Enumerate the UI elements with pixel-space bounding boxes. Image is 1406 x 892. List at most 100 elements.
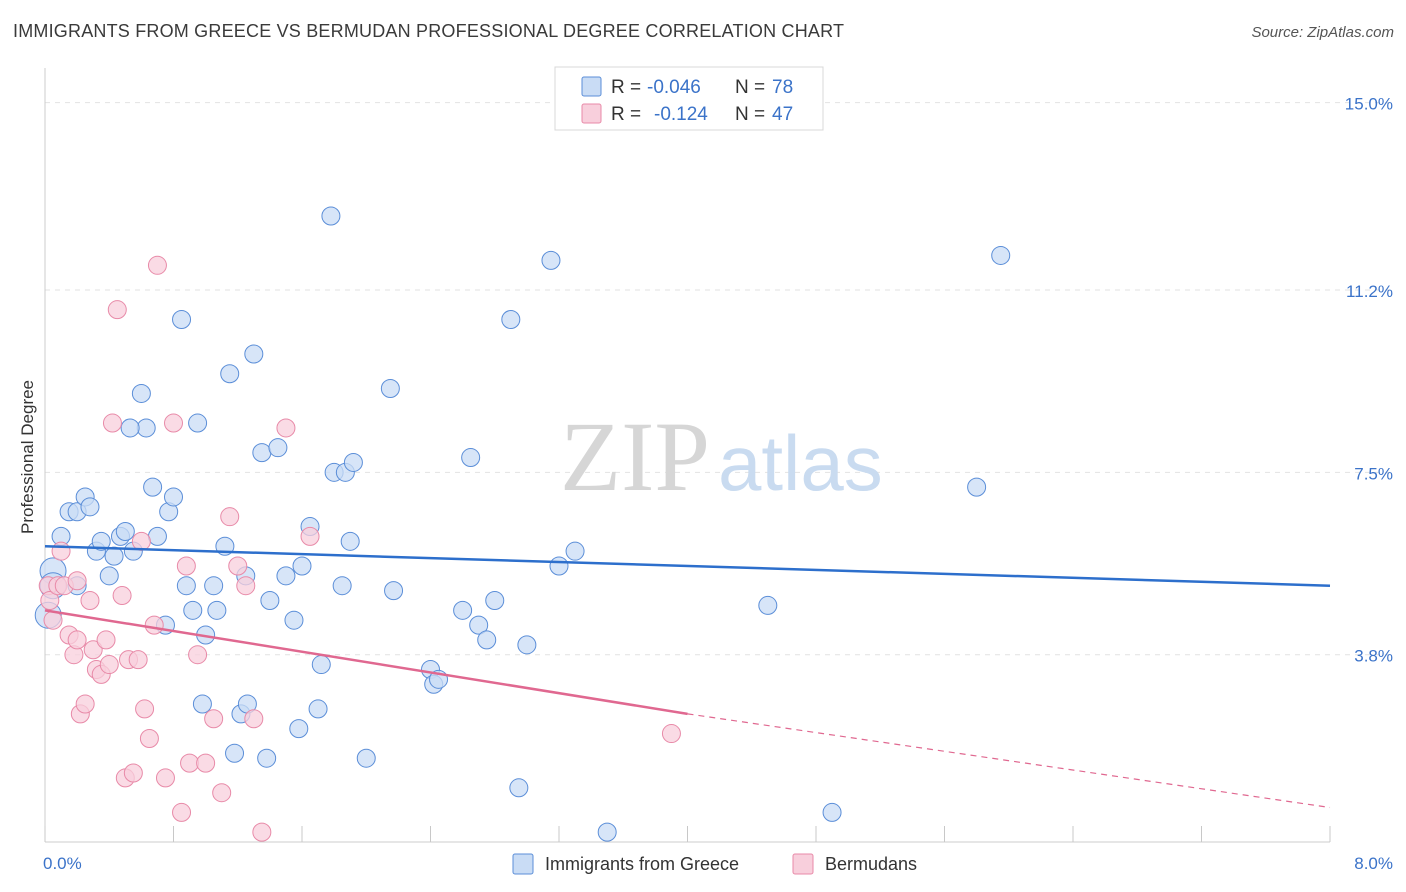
bermudan-point	[99, 655, 119, 675]
stats-n-value-1: 78	[772, 77, 793, 98]
greece-point	[822, 802, 842, 822]
bermudan-point	[164, 413, 183, 433]
legend-label-bermudans: Bermudans	[825, 854, 917, 874]
greece-point	[260, 590, 280, 610]
greece-point	[509, 778, 529, 798]
bermudan-point	[196, 753, 216, 773]
bermudan-point	[220, 507, 240, 527]
bermudan-point	[147, 255, 167, 275]
bermudan-point	[123, 763, 143, 783]
greece-point	[332, 576, 352, 596]
bermudan-point	[144, 615, 164, 635]
stats-n-label-2: N =	[735, 104, 765, 125]
legend-swatch-bermudans	[792, 853, 814, 875]
bermudan-point	[228, 556, 248, 576]
watermark-atlas: atlas	[718, 419, 883, 507]
greece-point	[549, 556, 569, 576]
series-legend: Immigrants from Greece Bermudans	[512, 853, 917, 875]
bermudan-point	[276, 418, 296, 438]
stats-legend: R = -0.046 N = 78 R = -0.124 N = 47	[554, 66, 824, 131]
greece-point	[188, 413, 208, 433]
legend-label-greece: Immigrants from Greece	[545, 854, 739, 874]
bermudan-point	[131, 531, 151, 551]
bermudan-point	[204, 709, 224, 729]
y-tick-label: 11.2%	[1346, 282, 1393, 301]
greece-point	[565, 541, 585, 561]
greece-point	[517, 635, 537, 655]
greece-point	[183, 600, 203, 620]
y-tick-label: 3.8%	[1354, 647, 1393, 666]
greece-point	[292, 556, 312, 576]
greece-trend-line	[44, 545, 1331, 587]
bermudan-point	[180, 753, 200, 773]
greece-point	[356, 748, 376, 768]
watermark-zip: ZIP	[560, 401, 710, 512]
greece-point	[257, 748, 277, 768]
legend-swatch-greece	[512, 853, 534, 875]
chart-title: IMMIGRANTS FROM GREECE VS BERMUDAN PROFE…	[13, 21, 845, 41]
bermudan-point	[67, 630, 87, 650]
stats-r-value-1: -0.046	[647, 77, 701, 98]
greece-point	[220, 364, 240, 384]
bermudan-point	[102, 413, 122, 433]
greece-point	[172, 310, 192, 330]
greece-point	[501, 310, 521, 330]
x-tick-labels: 0.0% 8.0%	[43, 854, 1393, 873]
bermudan-point	[300, 526, 320, 546]
greece-point	[115, 521, 135, 541]
bermudan-point	[244, 709, 264, 729]
greece-point	[252, 443, 272, 463]
greece-point	[192, 694, 212, 714]
x-tick-label-max: 8.0%	[1354, 854, 1393, 873]
bermudan-point	[128, 650, 148, 670]
stats-n-label-1: N =	[735, 77, 765, 98]
greece-point	[80, 497, 100, 517]
stats-swatch-blue	[581, 76, 602, 97]
greece-point	[453, 600, 473, 620]
y-tick-labels: 3.8% 7.5% 11.2% 15.0%	[1345, 95, 1393, 666]
bermudan-point	[176, 556, 196, 576]
bermudan-point	[252, 822, 272, 842]
bermudan-point	[212, 783, 232, 803]
greece-point	[541, 250, 561, 270]
greece-point	[284, 610, 304, 630]
greece-point	[136, 418, 156, 438]
bermudan-trend-line	[44, 609, 688, 716]
greece-point	[289, 719, 309, 739]
bermudan-point	[188, 645, 208, 665]
greece-point	[225, 743, 245, 763]
bermudan-point	[75, 694, 95, 714]
bermudan-point	[236, 576, 256, 596]
y-axis-label: Professional Degree	[18, 380, 37, 534]
greece-point	[207, 600, 227, 620]
stats-swatch-pink	[581, 103, 602, 124]
greece-point	[758, 595, 778, 615]
greece-point	[308, 699, 328, 719]
stats-r-label-2: R =	[611, 104, 641, 125]
bermudan-point	[155, 768, 175, 788]
data-points	[34, 206, 1011, 842]
bermudan-point	[107, 300, 127, 320]
bermudan-point	[661, 724, 681, 744]
bermudan-trend-extension	[687, 713, 1331, 809]
greece-point	[343, 452, 363, 472]
x-tick-label-min: 0.0%	[43, 854, 82, 873]
greece-point	[131, 383, 151, 403]
trend-lines	[44, 545, 1331, 809]
stats-n-value-2: 47	[772, 104, 793, 125]
bermudan-point	[80, 590, 100, 610]
greece-point	[967, 477, 987, 497]
greece-point	[164, 487, 183, 507]
bermudan-point	[96, 630, 116, 650]
greece-point	[276, 566, 296, 586]
stats-r-label-1: R =	[611, 77, 641, 98]
greece-point	[268, 438, 288, 458]
greece-point	[469, 615, 489, 635]
greece-point	[311, 655, 331, 675]
greece-point	[991, 245, 1011, 265]
bermudan-point	[67, 571, 87, 591]
greece-point	[99, 566, 119, 586]
stats-r-value-2: -0.124	[654, 104, 708, 125]
axes	[44, 68, 1331, 843]
